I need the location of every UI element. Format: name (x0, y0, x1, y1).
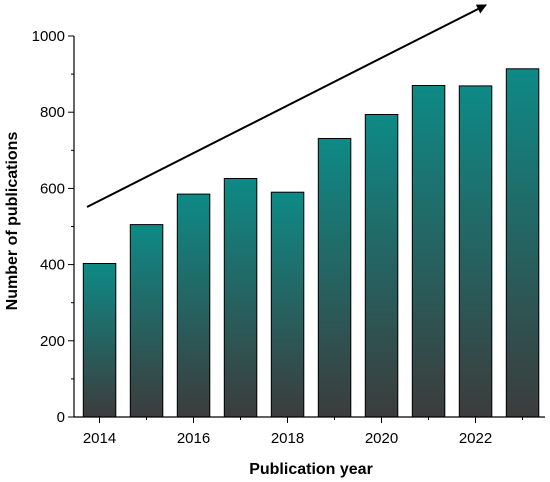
bar-2016 (176, 193, 211, 418)
bars-group (82, 68, 540, 418)
x-tick-label: 2014 (83, 430, 116, 447)
bar-2020 (364, 114, 399, 418)
x-tick-label: 2018 (271, 430, 304, 447)
bar-2023 (505, 68, 540, 418)
x-tick-label: 2016 (177, 430, 210, 447)
y-tick-label: 600 (40, 180, 65, 197)
trend-arrow (86, 4, 487, 208)
bar-2019 (317, 138, 352, 418)
y-tick-label: 1000 (32, 28, 65, 45)
y-tick-label: 0 (57, 409, 65, 426)
bar-2022 (458, 85, 493, 418)
bar-2015 (129, 224, 164, 418)
x-tick-label: 2020 (365, 430, 398, 447)
bar-2021 (411, 85, 446, 418)
x-axis-title: Publication year (249, 461, 373, 478)
y-axis-title: Number of publications (4, 132, 21, 311)
y-tick-label: 400 (40, 257, 65, 274)
x-tick-label: 2022 (459, 430, 492, 447)
bar-2017 (223, 178, 258, 418)
y-tick-label: 200 (40, 333, 65, 350)
axes-group: 0 200 400 600 800 1000 2014 2016 2018 2020 2022 (32, 28, 545, 447)
bar-2018 (270, 191, 305, 418)
bar-2014 (82, 263, 117, 418)
y-tick-label: 800 (40, 104, 65, 121)
